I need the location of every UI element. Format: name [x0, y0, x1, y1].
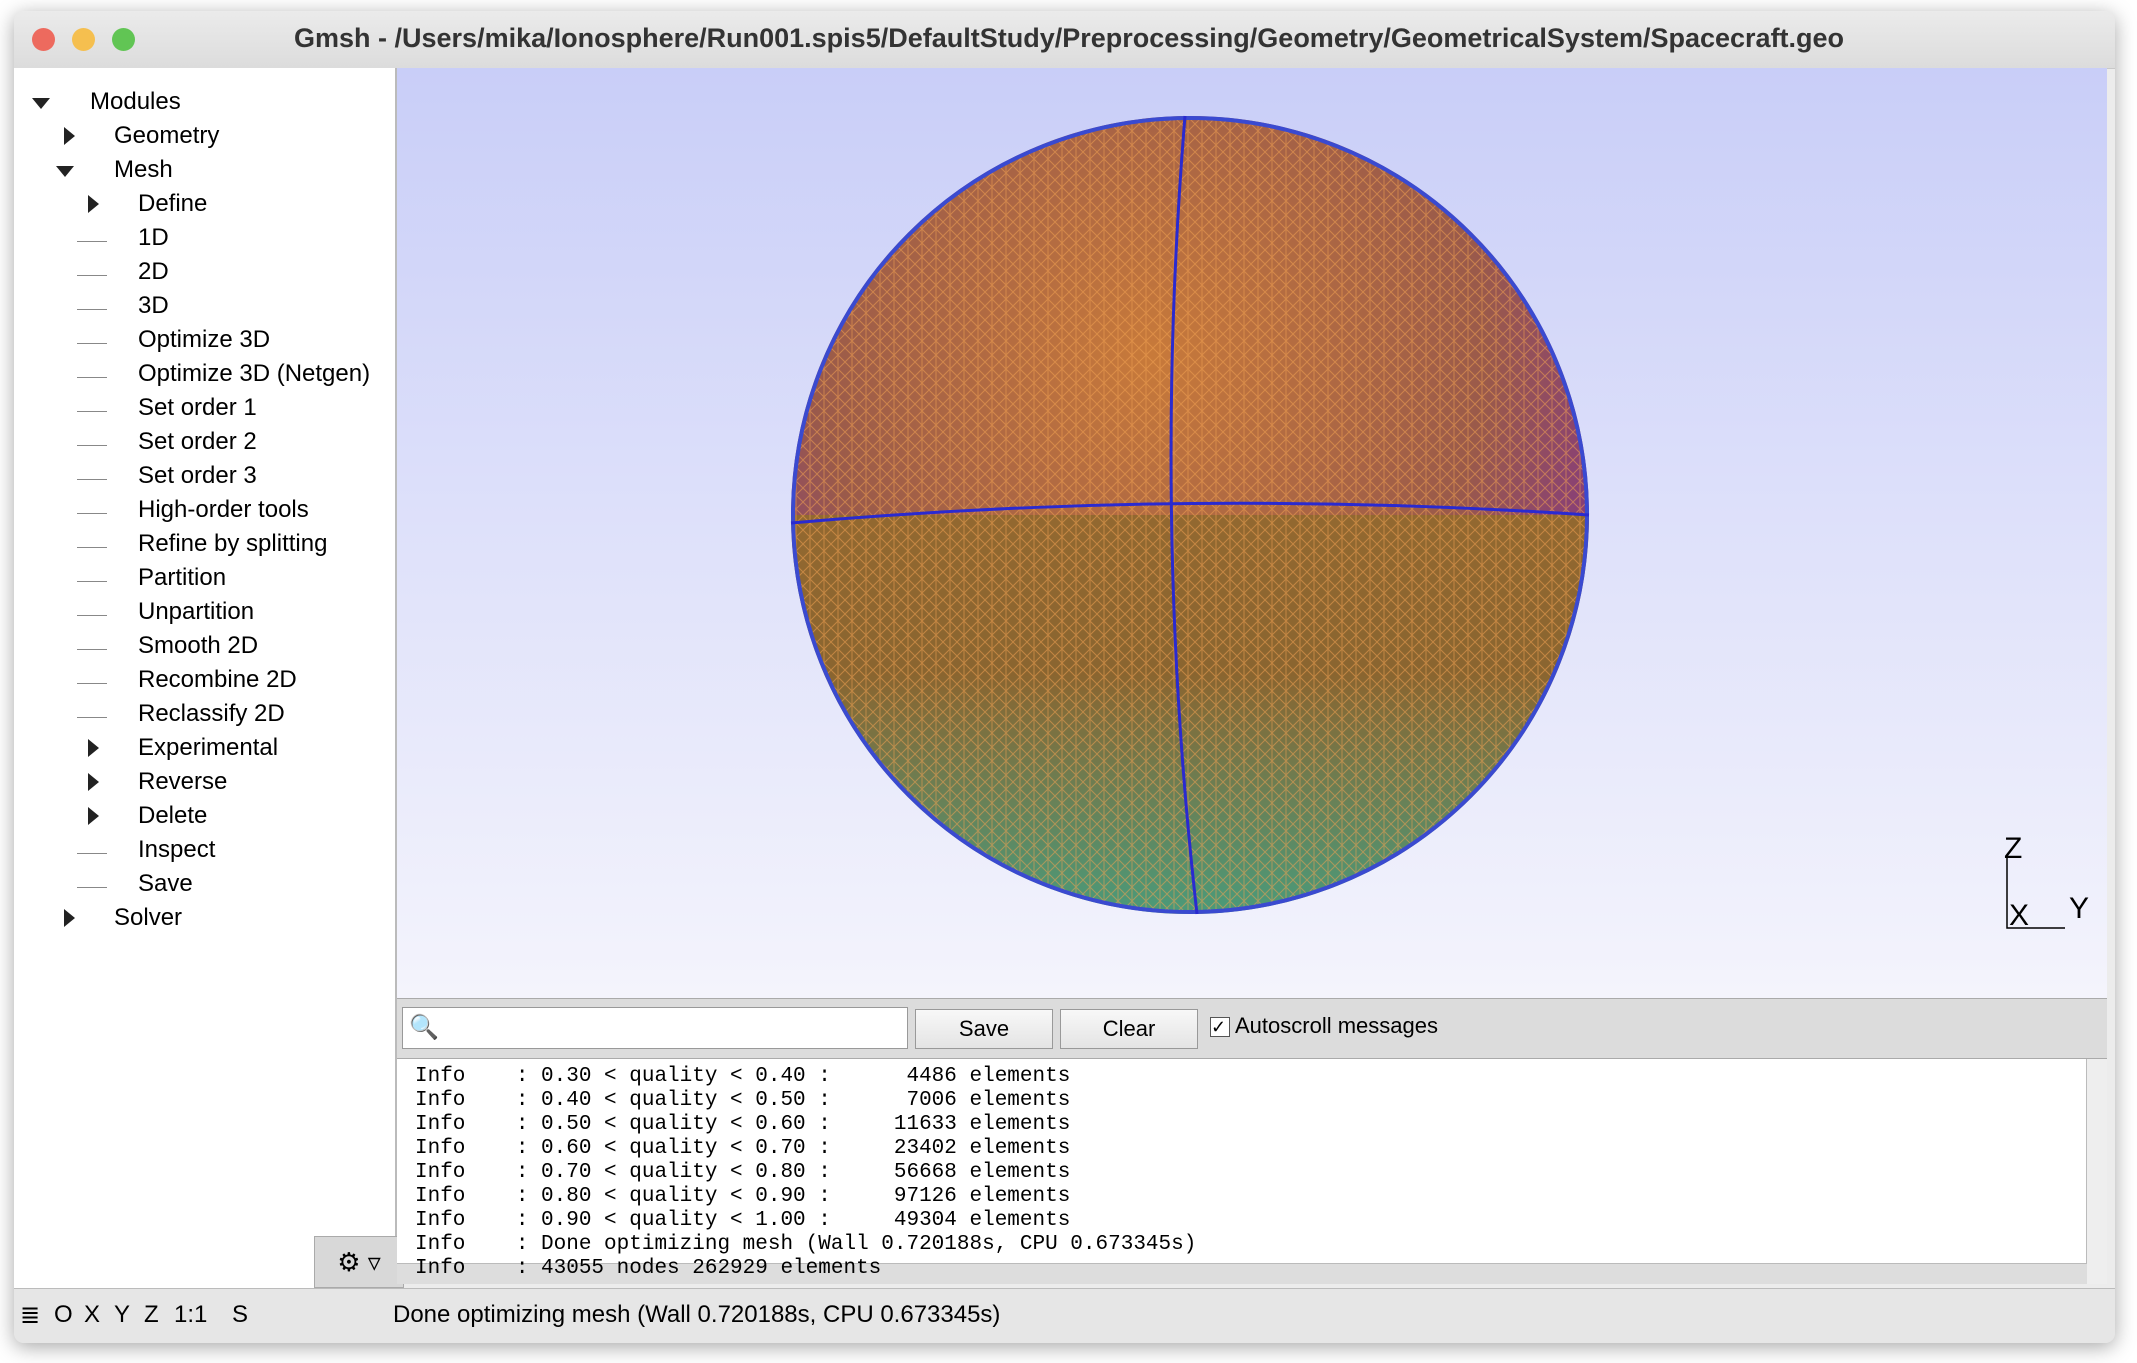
module-tree: ⚙ ▿ Modules Geometry Mesh Define 1D 2D 3D Optim…	[14, 68, 404, 1288]
tree-connector	[77, 411, 107, 412]
tree-connector	[77, 887, 107, 888]
tree-connector	[77, 547, 107, 548]
tree-connector	[77, 581, 107, 582]
meridian	[1169, 115, 1199, 915]
message-log: Info : 0.30 < quality < 0.40 : 4486 elem…	[397, 1058, 2107, 1284]
log-line: Info : 0.40 < quality < 0.50 : 7006 elem…	[415, 1089, 1071, 1112]
axes-gizmo	[2006, 858, 2065, 929]
tree-item[interactable]: Refine by splitting	[138, 530, 328, 557]
axis-y-label: Y	[2069, 892, 2089, 925]
tree-item[interactable]: Geometry	[114, 122, 220, 149]
search-field[interactable]: 🔍	[402, 1007, 908, 1049]
tree-connector	[77, 683, 107, 684]
zoom-button[interactable]	[112, 28, 135, 51]
tree-item[interactable]: Set order 1	[138, 394, 257, 421]
tree-connector	[77, 513, 107, 514]
tree-connector	[77, 343, 107, 344]
tree-item[interactable]: Experimental	[138, 734, 279, 761]
tree-connector	[77, 479, 107, 480]
tree-item[interactable]: Solver	[114, 904, 183, 931]
expander-closed[interactable]	[88, 807, 99, 825]
tree-connector	[77, 275, 107, 276]
clear-button[interactable]: Clear	[1060, 1009, 1198, 1049]
status-button[interactable]: Z	[144, 1301, 159, 1328]
tree-item[interactable]: Set order 3	[138, 462, 257, 489]
tree-connector	[77, 445, 107, 446]
tree-item[interactable]: Unpartition	[138, 598, 255, 625]
autoscroll-checkbox[interactable]: ✓	[1210, 1017, 1230, 1037]
log-line: Info : 0.30 < quality < 0.40 : 4486 elem…	[415, 1065, 1071, 1088]
log-line: Info : 0.70 < quality < 0.80 : 56668 ele…	[415, 1161, 1071, 1184]
close-button[interactable]	[32, 28, 55, 51]
tree-connector	[77, 309, 107, 310]
tree-item[interactable]: Modules	[90, 88, 181, 115]
tree-item[interactable]: Delete	[138, 802, 208, 829]
status-button[interactable]: S	[232, 1301, 249, 1328]
expander-closed[interactable]	[64, 909, 75, 927]
horizontal-scrollbar[interactable]	[397, 1263, 2087, 1284]
status-button[interactable]: 1:1	[174, 1301, 208, 1328]
tree-item[interactable]: Optimize 3D	[138, 326, 271, 353]
window: Gmsh - /Users/mika/Ionosphere/Run001.spi…	[14, 11, 2115, 1343]
log-line: Info : 0.50 < quality < 0.60 : 11633 ele…	[415, 1113, 1071, 1136]
tree-item[interactable]: 3D	[138, 292, 169, 319]
expander-closed[interactable]	[88, 739, 99, 757]
tree-settings-button[interactable]: ⚙ ▿	[314, 1236, 404, 1288]
save-button[interactable]: Save	[915, 1009, 1053, 1049]
tree-item[interactable]: Reclassify 2D	[138, 700, 285, 727]
message-toolbar: 🔍 Save Clear ✓ Autoscroll messages	[397, 998, 2107, 1059]
tree-connector	[77, 241, 107, 242]
axis-x-label: X	[2009, 899, 2029, 932]
tree-item[interactable]: Recombine 2D	[138, 666, 297, 693]
tree-connector	[77, 649, 107, 650]
status-button[interactable]: Y	[114, 1301, 131, 1328]
expander-closed[interactable]	[88, 773, 99, 791]
autoscroll-label: Autoscroll messages	[1235, 1013, 1438, 1038]
tree-item[interactable]: 2D	[138, 258, 169, 285]
tree-connector	[77, 377, 107, 378]
tree-item[interactable]: High-order tools	[138, 496, 309, 523]
log-line: Info : 0.60 < quality < 0.70 : 23402 ele…	[415, 1137, 1071, 1160]
expander-closed[interactable]	[64, 127, 75, 145]
vertical-scrollbar[interactable]	[2086, 1059, 2107, 1284]
status-message: Done optimizing mesh (Wall 0.720188s, CP…	[393, 1301, 1001, 1328]
status-button[interactable]: X	[84, 1301, 101, 1328]
tree-connector	[77, 717, 107, 718]
title-bar: Gmsh - /Users/mika/Ionosphere/Run001.spi…	[14, 11, 2115, 69]
mesh-view: Z X Y	[790, 115, 2089, 932]
expander-open[interactable]	[32, 98, 50, 109]
tree-connector	[77, 853, 107, 854]
tree-connector	[77, 615, 107, 616]
log-line: Info : 0.90 < quality < 1.00 : 49304 ele…	[415, 1209, 1071, 1232]
expander-open[interactable]	[56, 166, 74, 177]
tree-item[interactable]: Smooth 2D	[138, 632, 259, 659]
log-line: Info : Done optimizing mesh (Wall 0.7201…	[415, 1233, 1197, 1256]
tree-item[interactable]: Mesh	[114, 156, 173, 183]
status-button[interactable]: O	[54, 1301, 73, 1328]
tree-item[interactable]: Partition	[138, 564, 227, 591]
equator	[790, 501, 1590, 525]
tree-item[interactable]: Define	[138, 190, 208, 217]
log-line: Info : 43055 nodes 262929 elements	[415, 1257, 882, 1280]
status-bar: ≣ O X Y Z 1:1 S Done optimizing mesh (Wall 0.7…	[14, 1288, 2115, 1343]
log-line: Info : 0.80 < quality < 0.90 : 97126 ele…	[415, 1185, 1071, 1208]
tree-item[interactable]: Set order 2	[138, 428, 257, 455]
axis-z-label: Z	[2004, 832, 2022, 865]
graphics-view: Z X Y	[397, 68, 2107, 998]
expander-closed[interactable]	[88, 195, 99, 213]
mesh-overlay	[791, 116, 1589, 914]
minimize-button[interactable]	[72, 28, 95, 51]
tree-item[interactable]: Optimize 3D (Netgen)	[138, 360, 371, 387]
tree-item[interactable]: Reverse	[138, 768, 228, 795]
menu-icon[interactable]: ≣	[20, 1302, 41, 1329]
tree-item[interactable]: 1D	[138, 224, 169, 251]
tree-item[interactable]: Inspect	[138, 836, 216, 863]
window-title: Gmsh - /Users/mika/Ionosphere/Run001.spi…	[294, 23, 1845, 53]
tree-item[interactable]: Save	[138, 870, 193, 897]
